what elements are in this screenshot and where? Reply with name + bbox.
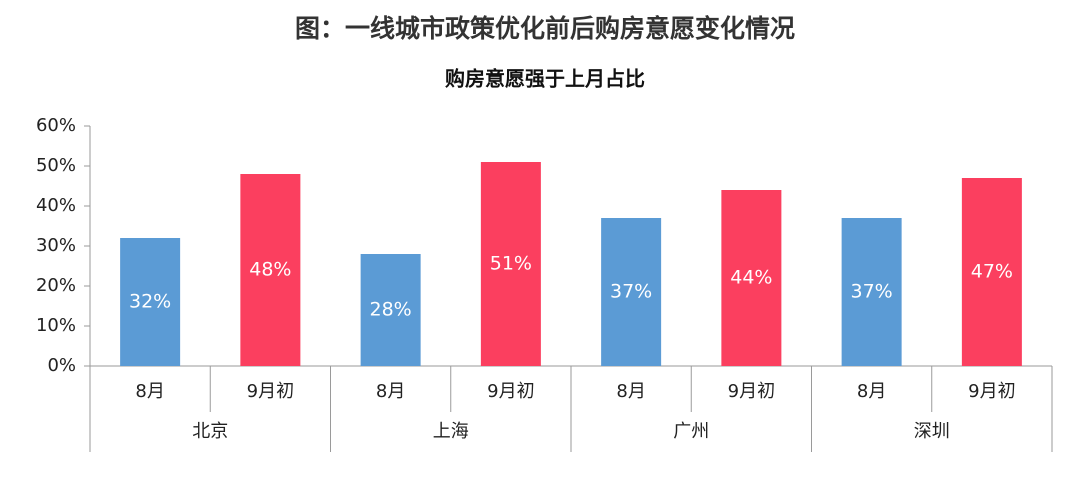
x-tick-label: 9月初: [487, 381, 534, 402]
x-tick-label: 8月: [616, 381, 645, 402]
value-label: 37%: [851, 281, 893, 303]
x-tick-label: 8月: [376, 381, 405, 402]
value-label: 47%: [971, 261, 1013, 283]
bar: [480, 162, 541, 366]
value-label: 28%: [370, 299, 412, 321]
bar: [961, 178, 1022, 366]
x-tick-label: 8月: [857, 381, 886, 402]
value-label: 32%: [129, 291, 171, 313]
bar: [841, 218, 902, 366]
x-tick-label: 9月初: [968, 381, 1015, 402]
bar: [120, 238, 181, 366]
group-label: 北京: [192, 421, 228, 442]
group-label: 广州: [673, 421, 709, 442]
chart-subtitle: 购房意愿强于上月占比: [445, 67, 645, 91]
value-label: 51%: [490, 253, 532, 275]
group-label: 深圳: [914, 421, 950, 442]
value-label: 44%: [730, 267, 772, 289]
y-tick-label: 10%: [36, 315, 76, 336]
y-tick-label: 40%: [36, 195, 76, 216]
bar: [360, 254, 421, 366]
y-tick-label: 30%: [36, 235, 76, 256]
group-label: 上海: [433, 421, 469, 442]
bar: [721, 190, 782, 366]
x-tick-label: 9月初: [728, 381, 775, 402]
bar: [240, 174, 301, 366]
y-tick-label: 0%: [47, 355, 76, 376]
y-tick-label: 20%: [36, 275, 76, 296]
value-label: 37%: [610, 281, 652, 303]
bar: [601, 218, 662, 366]
y-tick-label: 50%: [36, 155, 76, 176]
x-tick-label: 8月: [135, 381, 164, 402]
x-tick-label: 9月初: [247, 381, 294, 402]
value-label: 48%: [249, 259, 291, 281]
chart-title: 图：一线城市政策优化前后购房意愿变化情况: [295, 14, 795, 43]
y-tick-label: 60%: [36, 115, 76, 136]
